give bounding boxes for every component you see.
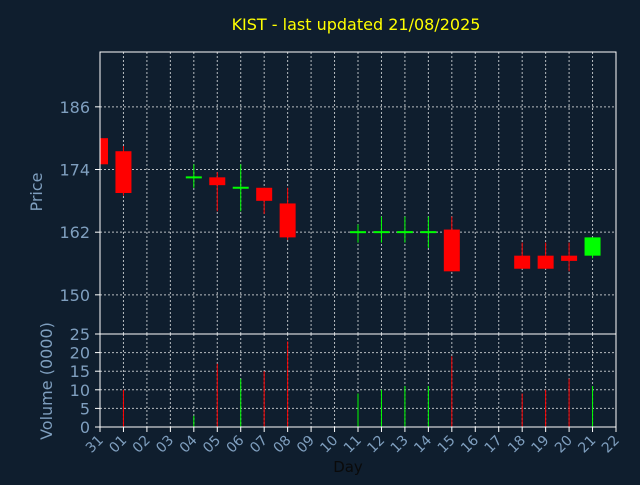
candle-body xyxy=(115,151,132,193)
candle-12 xyxy=(373,216,390,243)
x-tick-label: 06 xyxy=(224,432,248,456)
volume-series xyxy=(122,341,594,427)
x-tick-label: 17 xyxy=(482,433,506,457)
candle-11 xyxy=(350,224,366,243)
price-axis-label: Price xyxy=(27,172,46,211)
x-tick-label: 05 xyxy=(200,433,224,457)
volume-tick-label: 20 xyxy=(70,344,90,363)
candle-body xyxy=(537,255,554,269)
price-tick-label: 150 xyxy=(59,286,90,305)
candlestick-series xyxy=(99,138,601,272)
x-tick-label: 02 xyxy=(130,433,154,457)
x-tick-label: 13 xyxy=(388,433,412,457)
price-tick-label: 186 xyxy=(59,98,90,117)
volume-tick-label: 10 xyxy=(70,381,90,400)
price-grid xyxy=(100,52,616,334)
x-tick-label: 07 xyxy=(247,433,271,457)
day-x-ticks: 31 01 02 03 04 05 06 07 08 09 10 11 12 13 14 15 16 17 18 19… xyxy=(83,427,623,456)
candle-21 xyxy=(584,237,601,259)
x-tick-label: 01 xyxy=(106,433,130,457)
x-tick-label: 11 xyxy=(341,433,365,457)
candle-06 xyxy=(232,164,249,212)
volume-tick-label: 5 xyxy=(80,399,90,418)
candle-07 xyxy=(256,187,273,214)
candle-body xyxy=(100,138,108,165)
candle-body xyxy=(561,255,578,261)
candle-body xyxy=(279,203,296,238)
candle-body xyxy=(584,237,601,256)
volume-axis-label: Volume (0000) xyxy=(37,322,56,440)
candle-18 xyxy=(514,242,531,269)
volume-tick-label: 25 xyxy=(70,325,90,344)
candle-05 xyxy=(209,172,226,212)
candle-20 xyxy=(561,242,578,272)
x-tick-label: 21 xyxy=(575,433,599,457)
x-tick-label: 22 xyxy=(599,433,623,457)
candle-14 xyxy=(420,216,437,248)
candle-08 xyxy=(279,187,296,240)
x-tick-label: 18 xyxy=(505,433,529,457)
volume-tick-label: 15 xyxy=(70,362,90,381)
price-y-ticks: 150 162 174 186 xyxy=(59,98,100,305)
x-tick-label: 08 xyxy=(271,433,295,457)
candle-13 xyxy=(396,216,413,243)
candle-15 xyxy=(443,216,460,272)
price-tick-label: 162 xyxy=(59,223,90,242)
x-tick-label: 04 xyxy=(177,432,201,456)
candle-body xyxy=(443,229,460,272)
x-tick-label: 19 xyxy=(529,433,553,457)
x-tick-label: 15 xyxy=(435,433,459,457)
chart-title: KIST - last updated 21/08/2025 xyxy=(232,15,481,34)
x-tick-label: 14 xyxy=(411,432,435,456)
x-tick-label: 20 xyxy=(552,433,576,457)
x-tick-label: 16 xyxy=(458,432,482,456)
candle-01 xyxy=(115,146,132,196)
volume-tick-label: 0 xyxy=(80,418,90,437)
x-tick-label: 03 xyxy=(153,433,177,457)
volume-panel-frame xyxy=(99,333,617,428)
day-axis-label: Day xyxy=(333,458,363,476)
candle-04 xyxy=(185,164,202,188)
candle-31 xyxy=(99,138,108,165)
candle-19 xyxy=(537,242,554,269)
x-tick-label: 10 xyxy=(317,433,341,457)
candle-body xyxy=(514,255,531,269)
price-tick-label: 174 xyxy=(59,161,90,180)
x-tick-label: 09 xyxy=(294,433,318,457)
candle-body xyxy=(209,177,226,186)
candle-body xyxy=(256,187,273,201)
x-tick-label: 12 xyxy=(364,433,388,457)
plot-frames xyxy=(99,51,617,428)
